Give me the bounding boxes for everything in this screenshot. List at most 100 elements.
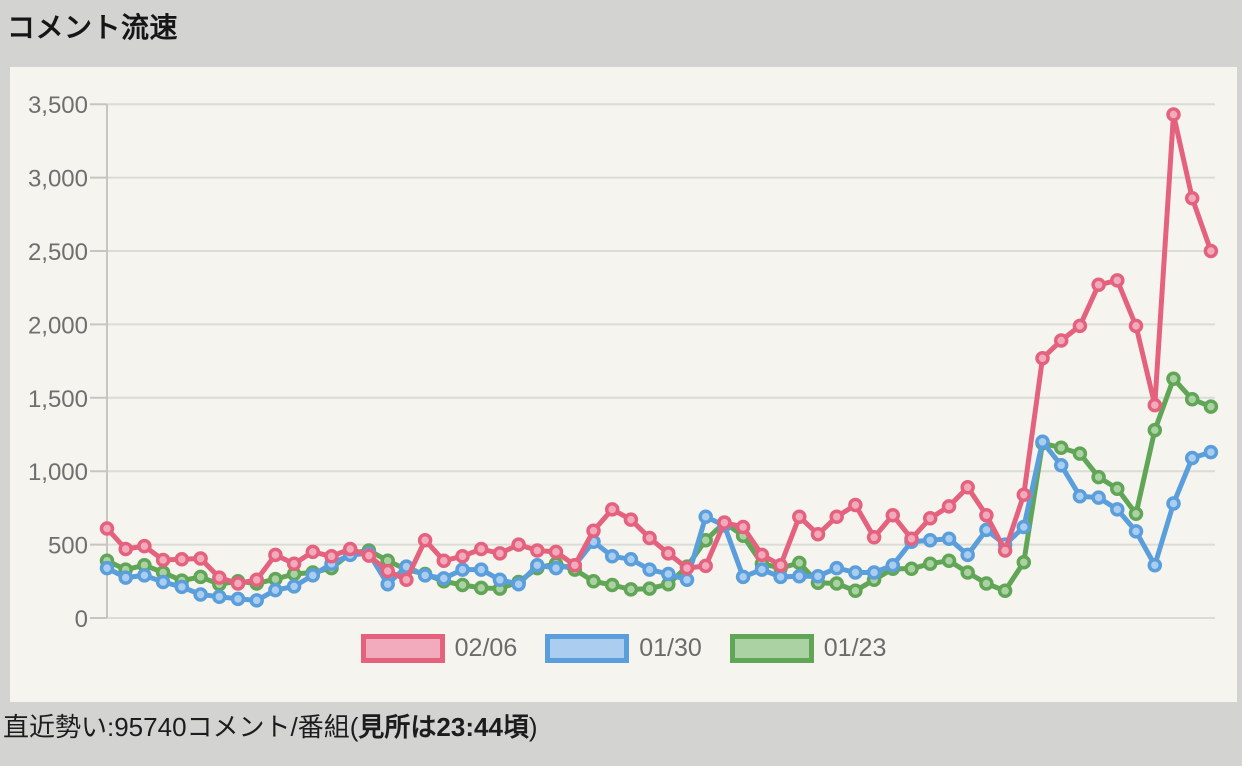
- data-point-01/30[interactable]: [866, 565, 882, 580]
- comment-speed-line-chart[interactable]: 0 500 1,000 1,500 2,000 2,500 3,000 3,500: [10, 67, 1237, 702]
- data-point-01/30[interactable]: [137, 568, 152, 583]
- data-point-01/30[interactable]: [792, 568, 807, 584]
- data-point-01/30[interactable]: [623, 552, 639, 567]
- data-point-02/06[interactable]: [1072, 318, 1088, 334]
- data-point-01/30[interactable]: [773, 569, 788, 585]
- legend-item-0123[interactable]: 01/23: [729, 634, 886, 663]
- data-point-01/30[interactable]: [960, 547, 975, 563]
- data-point-02/06[interactable]: [249, 572, 264, 588]
- legend-item-0130[interactable]: 01/30: [545, 634, 702, 663]
- data-point-02/06[interactable]: [305, 544, 321, 560]
- data-point-02/06[interactable]: [174, 552, 190, 567]
- data-point-01/30[interactable]: [941, 531, 957, 546]
- data-point-02/06[interactable]: [324, 549, 339, 564]
- data-point-02/06[interactable]: [922, 510, 938, 526]
- data-point-02/06[interactable]: [567, 557, 583, 573]
- series-line-02/06[interactable]: [104, 112, 1214, 586]
- data-point-02/06[interactable]: [1053, 333, 1069, 348]
- data-point-01/23[interactable]: [1053, 440, 1069, 455]
- data-point-01/30[interactable]: [1166, 496, 1181, 511]
- data-point-01/23[interactable]: [473, 580, 489, 596]
- data-point-02/06[interactable]: [698, 558, 713, 574]
- data-point-01/30[interactable]: [1053, 458, 1069, 473]
- data-point-01/30[interactable]: [661, 566, 676, 582]
- data-point-01/30[interactable]: [922, 532, 938, 548]
- data-point-02/06[interactable]: [661, 546, 676, 561]
- data-point-02/06[interactable]: [979, 507, 994, 523]
- data-point-01/23[interactable]: [848, 583, 863, 599]
- data-point-01/23[interactable]: [623, 582, 639, 597]
- data-point-01/30[interactable]: [286, 579, 302, 594]
- data-point-02/06[interactable]: [492, 546, 508, 561]
- data-point-02/06[interactable]: [773, 557, 788, 573]
- data-point-01/30[interactable]: [1035, 434, 1050, 450]
- data-point-02/06[interactable]: [155, 552, 171, 568]
- data-point-02/06[interactable]: [829, 509, 844, 524]
- data-point-01/23[interactable]: [586, 574, 601, 589]
- data-point-02/06[interactable]: [866, 530, 882, 545]
- data-point-02/06[interactable]: [455, 549, 470, 564]
- data-point-01/30[interactable]: [473, 562, 489, 577]
- data-point-01/30[interactable]: [530, 557, 545, 573]
- data-point-01/23[interactable]: [979, 576, 994, 591]
- data-point-01/30[interactable]: [848, 565, 863, 580]
- data-point-02/06[interactable]: [436, 553, 452, 568]
- data-point-01/30[interactable]: [417, 568, 433, 583]
- data-point-01/30[interactable]: [642, 562, 657, 577]
- data-point-01/30[interactable]: [174, 579, 190, 595]
- data-point-01/30[interactable]: [1016, 519, 1032, 535]
- data-point-01/23[interactable]: [1147, 422, 1163, 438]
- data-point-02/06[interactable]: [1166, 107, 1181, 122]
- data-point-01/23[interactable]: [193, 569, 208, 585]
- data-point-01/23[interactable]: [1128, 506, 1144, 522]
- data-point-01/23[interactable]: [642, 581, 657, 596]
- data-point-01/30[interactable]: [1072, 488, 1088, 504]
- data-point-02/06[interactable]: [754, 547, 770, 563]
- data-point-01/30[interactable]: [492, 572, 508, 588]
- data-point-01/30[interactable]: [118, 570, 133, 585]
- data-point-02/06[interactable]: [904, 531, 919, 546]
- data-point-01/23[interactable]: [1184, 392, 1200, 407]
- data-point-02/06[interactable]: [997, 543, 1013, 558]
- data-point-02/06[interactable]: [604, 502, 620, 517]
- data-point-01/30[interactable]: [754, 562, 770, 577]
- data-point-02/06[interactable]: [885, 507, 901, 523]
- data-point-01/30[interactable]: [511, 576, 526, 592]
- data-point-01/30[interactable]: [1147, 557, 1163, 573]
- data-point-01/30[interactable]: [1184, 450, 1200, 466]
- data-point-01/30[interactable]: [305, 568, 321, 583]
- data-point-01/30[interactable]: [885, 557, 901, 573]
- data-point-01/30[interactable]: [455, 562, 470, 577]
- data-point-01/30[interactable]: [230, 591, 246, 607]
- data-point-01/23[interactable]: [1016, 554, 1032, 570]
- data-point-01/23[interactable]: [1110, 481, 1125, 497]
- legend-item-0206[interactable]: 02/06: [360, 634, 517, 663]
- data-point-02/06[interactable]: [1110, 273, 1125, 288]
- data-point-02/06[interactable]: [399, 572, 414, 588]
- data-point-01/30[interactable]: [698, 509, 713, 524]
- data-point-01/23[interactable]: [604, 577, 620, 593]
- data-point-02/06[interactable]: [342, 541, 358, 557]
- data-point-02/06[interactable]: [212, 570, 227, 585]
- data-point-02/06[interactable]: [1091, 277, 1106, 293]
- data-point-01/30[interactable]: [548, 560, 564, 576]
- data-point-01/30[interactable]: [436, 571, 452, 586]
- data-point-02/06[interactable]: [679, 560, 695, 576]
- data-point-01/23[interactable]: [960, 565, 975, 580]
- data-point-02/06[interactable]: [810, 527, 826, 542]
- data-point-02/06[interactable]: [548, 544, 564, 560]
- data-point-02/06[interactable]: [1128, 318, 1144, 334]
- data-point-02/06[interactable]: [361, 548, 377, 563]
- data-point-02/06[interactable]: [717, 515, 732, 530]
- data-point-02/06[interactable]: [1184, 190, 1200, 206]
- data-point-02/06[interactable]: [735, 519, 751, 535]
- data-point-02/06[interactable]: [623, 512, 639, 527]
- data-point-01/30[interactable]: [99, 560, 115, 576]
- data-point-01/23[interactable]: [904, 561, 919, 577]
- data-point-02/06[interactable]: [137, 538, 152, 554]
- data-point-01/23[interactable]: [1072, 446, 1088, 461]
- data-point-02/06[interactable]: [530, 543, 545, 558]
- data-point-01/23[interactable]: [941, 553, 957, 568]
- data-point-02/06[interactable]: [792, 509, 807, 524]
- data-point-01/30[interactable]: [735, 569, 751, 585]
